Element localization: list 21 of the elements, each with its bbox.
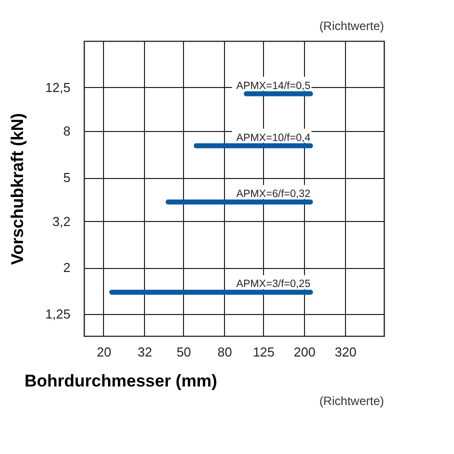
series-label: APMX=10/f=0,4 bbox=[236, 132, 311, 144]
x-tick-label: 80 bbox=[218, 344, 232, 360]
y-tick-label: 8 bbox=[63, 124, 70, 139]
x-tick-label: 50 bbox=[176, 344, 192, 360]
series-label: APMX=14/f=0,5 bbox=[236, 80, 311, 92]
x-tick-label: 20 bbox=[96, 344, 112, 360]
x-tick-label: 200 bbox=[294, 344, 316, 360]
series-label: APMX=6/f=0,32 bbox=[236, 188, 311, 200]
x-axis-title: Bohrdurchmesser (mm) bbox=[24, 372, 218, 390]
text: (Richtwerte) bbox=[319, 394, 384, 408]
y-tick-label: 12,5 bbox=[45, 80, 70, 95]
y-axis-title: Vorschubkraft (kN) bbox=[8, 113, 28, 265]
text: (Richtwerte) bbox=[319, 19, 384, 33]
x-tick-label: 32 bbox=[138, 344, 152, 360]
x-tick-label: 125 bbox=[252, 344, 275, 360]
y-tick-label: 5 bbox=[63, 170, 70, 186]
x-tick-label: 320 bbox=[334, 344, 356, 360]
y-tick-label: 3,2 bbox=[52, 214, 70, 229]
series-label: APMX=3/f=0,25 bbox=[236, 278, 311, 290]
y-tick-label: 1,25 bbox=[45, 306, 70, 322]
y-tick-label: 2 bbox=[63, 260, 70, 276]
